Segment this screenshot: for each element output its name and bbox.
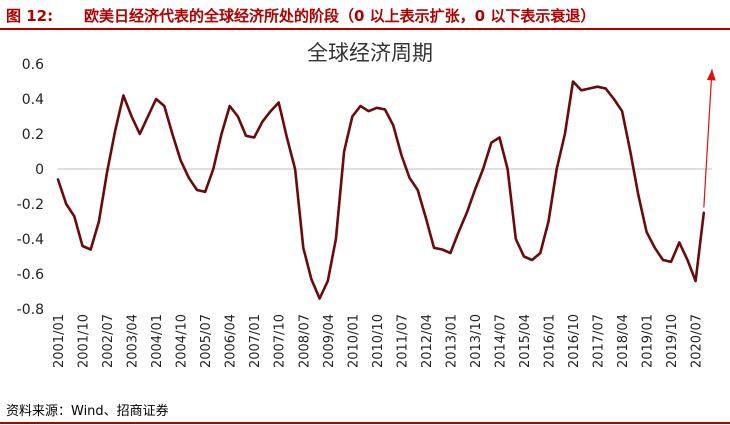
y-tick-label: 0 [35, 162, 44, 178]
y-tick-label: -0.6 [17, 267, 44, 283]
x-tick-label: 2019/10 [665, 314, 680, 368]
figure-source: 资料来源：Wind、招商证券 [6, 404, 169, 419]
y-axis: 0.6 0.4 0.2 0 -0.2 -0.4 -0.6 -0.8 [17, 57, 44, 318]
x-tick-label: 2015/04 [518, 314, 533, 368]
series-line [56, 80, 706, 300]
x-tick-label: 2016/10 [567, 314, 582, 368]
x-tick-label: 2011/07 [395, 314, 410, 368]
x-tick-label: 2007/01 [248, 314, 263, 368]
x-tick-label: 2016/01 [543, 314, 558, 368]
x-tick-label: 2003/04 [126, 314, 141, 368]
x-tick-label: 2004/01 [150, 314, 165, 368]
figure-label: 图 12: [6, 7, 54, 25]
figure-caption: 欧美日经济代表的全球经济所处的阶段（0 以上表示扩张，0 以下表示衰退） [84, 7, 596, 25]
x-tick-label: 2005/07 [199, 314, 214, 368]
x-tick-label: 2001/10 [77, 314, 92, 368]
y-tick-label: -0.8 [17, 302, 44, 318]
chart-title: 全球经济周期 [307, 41, 433, 65]
x-tick-label: 2019/01 [641, 314, 656, 368]
x-tick-label: 2009/04 [322, 314, 337, 368]
x-tick-label: 2010/10 [371, 314, 386, 368]
y-tick-label: 0.6 [22, 57, 44, 73]
figure-header: 图 12: 欧美日经济代表的全球经济所处的阶段（0 以上表示扩张，0 以下表示衰… [0, 0, 730, 30]
x-tick-label: 2006/04 [224, 314, 239, 368]
trend-arrow-shaft [703, 69, 713, 208]
x-tick-label: 2018/04 [616, 314, 631, 368]
x-tick-label: 2020/07 [690, 314, 705, 368]
x-tick-label: 2010/01 [346, 314, 361, 368]
y-tick-label: -0.4 [17, 232, 44, 248]
x-tick-label: 2013/01 [444, 314, 459, 368]
trend-arrow [703, 69, 716, 208]
x-tick-label: 2001/01 [52, 314, 67, 368]
x-tick-label: 2004/10 [175, 314, 190, 368]
x-tick-label: 2002/07 [101, 314, 116, 368]
x-tick-label: 2008/07 [297, 314, 312, 368]
footer-rule [0, 422, 730, 424]
x-tick-label: 2014/07 [493, 314, 508, 368]
line-chart: 全球经济周期 0.6 0.4 0.2 0 -0.2 -0.4 -0.6 -0.8 2001/0… [17, 41, 716, 368]
y-tick-label: -0.2 [17, 197, 44, 213]
x-tick-label: 2017/07 [592, 314, 607, 368]
trend-arrow-head [706, 69, 716, 81]
x-axis: 2001/01 2001/10 2002/07 2003/04 2004/01 2004/… [52, 314, 705, 368]
x-tick-label: 2007/10 [273, 314, 288, 368]
x-tick-label: 2012/04 [420, 314, 435, 368]
y-tick-label: 0.4 [22, 92, 44, 108]
x-tick-label: 2013/10 [469, 314, 484, 368]
y-tick-label: 0.2 [22, 127, 44, 143]
